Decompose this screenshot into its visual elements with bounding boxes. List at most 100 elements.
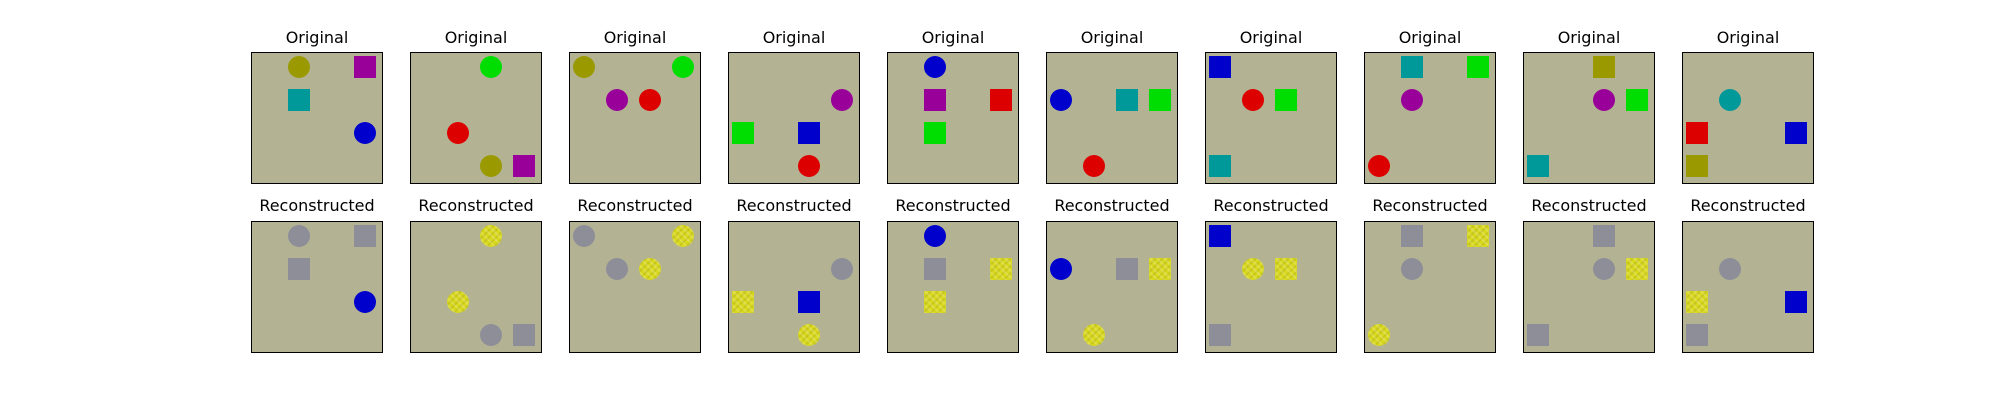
reconstructed-image — [1682, 221, 1814, 353]
reconstructed-title: Reconstructed — [577, 196, 693, 215]
blue-circle — [1050, 89, 1072, 111]
magenta-circle — [831, 89, 853, 111]
gray-square — [1116, 258, 1138, 280]
gray-square — [1686, 324, 1708, 346]
gray-square — [1209, 324, 1231, 346]
teal-square — [1527, 155, 1549, 177]
yellow-square — [1686, 291, 1708, 313]
gray-square — [1593, 225, 1615, 247]
gray-square — [354, 225, 376, 247]
yellow-square — [732, 291, 754, 313]
yellow-square — [1626, 258, 1648, 280]
reconstructed-image — [1364, 221, 1496, 353]
red-square — [990, 89, 1012, 111]
yellow-circle — [447, 291, 469, 313]
red-circle — [798, 155, 820, 177]
yellow-circle — [798, 324, 820, 346]
red-circle — [1242, 89, 1264, 111]
olive-circle — [480, 155, 502, 177]
blue-square — [798, 122, 820, 144]
blue-square — [1209, 225, 1231, 247]
yellow-square — [1467, 225, 1489, 247]
original-title: Original — [1239, 28, 1303, 47]
magenta-circle — [606, 89, 628, 111]
blue-circle — [354, 291, 376, 313]
gray-square — [924, 258, 946, 280]
magenta-square — [924, 89, 946, 111]
reconstructed-title: Reconstructed — [1213, 196, 1329, 215]
original-image — [410, 52, 542, 184]
yellow-circle — [1368, 324, 1390, 346]
teal-square — [288, 89, 310, 111]
teal-square — [1401, 56, 1423, 78]
original-title: Original — [444, 28, 508, 47]
yellow-square — [924, 291, 946, 313]
magenta-circle — [1401, 89, 1423, 111]
original-title: Original — [285, 28, 349, 47]
green-circle — [480, 56, 502, 78]
blue-circle — [354, 122, 376, 144]
magenta-circle — [1593, 89, 1615, 111]
gray-circle — [1401, 258, 1423, 280]
reconstructed-image — [410, 221, 542, 353]
green-square — [924, 122, 946, 144]
yellow-square — [1275, 258, 1297, 280]
yellow-circle — [1083, 324, 1105, 346]
teal-square — [1116, 89, 1138, 111]
reconstructed-image — [1523, 221, 1655, 353]
original-title: Original — [1398, 28, 1462, 47]
olive-square — [1686, 155, 1708, 177]
red-circle — [639, 89, 661, 111]
reconstructed-title: Reconstructed — [259, 196, 375, 215]
original-title: Original — [1080, 28, 1144, 47]
green-square — [732, 122, 754, 144]
original-image — [1682, 52, 1814, 184]
yellow-circle — [672, 225, 694, 247]
blue-circle — [924, 225, 946, 247]
gray-circle — [573, 225, 595, 247]
gray-square — [288, 258, 310, 280]
olive-square — [1593, 56, 1615, 78]
green-circle — [672, 56, 694, 78]
red-circle — [1368, 155, 1390, 177]
yellow-circle — [1242, 258, 1264, 280]
blue-square — [1209, 56, 1231, 78]
yellow-circle — [480, 225, 502, 247]
reconstructed-image — [251, 221, 383, 353]
original-title: Original — [921, 28, 985, 47]
original-image — [251, 52, 383, 184]
original-image — [1046, 52, 1178, 184]
blue-square — [798, 291, 820, 313]
gray-square — [1401, 225, 1423, 247]
teal-square — [1209, 155, 1231, 177]
yellow-square — [990, 258, 1012, 280]
original-image — [1364, 52, 1496, 184]
reconstructed-title: Reconstructed — [895, 196, 1011, 215]
gray-circle — [831, 258, 853, 280]
yellow-square — [1149, 258, 1171, 280]
reconstructed-title: Reconstructed — [736, 196, 852, 215]
blue-square — [1785, 122, 1807, 144]
reconstructed-title: Reconstructed — [1054, 196, 1170, 215]
teal-circle — [1719, 89, 1741, 111]
original-image — [569, 52, 701, 184]
yellow-circle — [639, 258, 661, 280]
original-image — [1523, 52, 1655, 184]
reconstructed-title: Reconstructed — [1690, 196, 1806, 215]
gray-square — [513, 324, 535, 346]
original-image — [1205, 52, 1337, 184]
reconstructed-image — [1205, 221, 1337, 353]
green-square — [1149, 89, 1171, 111]
blue-square — [1785, 291, 1807, 313]
blue-circle — [924, 56, 946, 78]
reconstructed-image — [1046, 221, 1178, 353]
original-title: Original — [603, 28, 667, 47]
reconstructed-image — [728, 221, 860, 353]
original-title: Original — [1716, 28, 1780, 47]
green-square — [1467, 56, 1489, 78]
reconstructed-image — [887, 221, 1019, 353]
reconstructed-title: Reconstructed — [1372, 196, 1488, 215]
blue-circle — [1050, 258, 1072, 280]
gray-circle — [606, 258, 628, 280]
